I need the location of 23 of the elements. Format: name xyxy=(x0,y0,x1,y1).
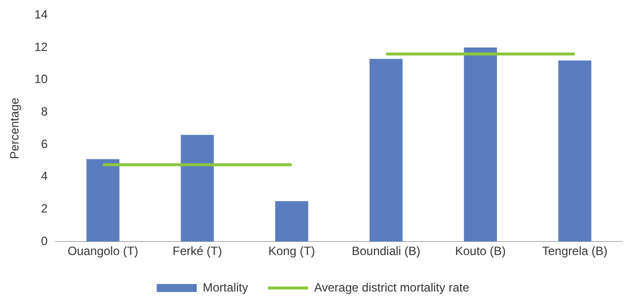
y-tick-label: 0 xyxy=(41,234,48,248)
y-tick-label: 4 xyxy=(41,169,48,184)
y-tick-label: 8 xyxy=(41,104,48,119)
y-tick-label: 12 xyxy=(34,40,48,54)
legend-label: Average district mortality rate xyxy=(314,280,470,294)
bar xyxy=(558,60,592,242)
bar xyxy=(180,134,214,242)
bar xyxy=(275,201,308,242)
x-tick-label: Kouto (B) xyxy=(455,244,506,258)
x-tick-label: Ouangolo (T) xyxy=(68,244,138,258)
x-tick-label: Kong (T) xyxy=(268,244,316,258)
y-tick-label: 2 xyxy=(41,202,48,216)
bar xyxy=(464,48,497,242)
x-tick-label: Ferké (T) xyxy=(172,244,222,258)
bar xyxy=(86,159,120,242)
y-tick-label: 14 xyxy=(34,8,48,22)
x-tick-label: Tengrela (B) xyxy=(542,244,608,258)
legend-label: Mortality xyxy=(202,280,248,294)
y-tick-label: 10 xyxy=(34,72,48,86)
bar xyxy=(370,58,403,242)
y-tick-label: 6 xyxy=(41,136,48,151)
x-tick-label: Boundiali (B) xyxy=(352,244,420,258)
y-axis-title: Percentage xyxy=(8,97,22,160)
